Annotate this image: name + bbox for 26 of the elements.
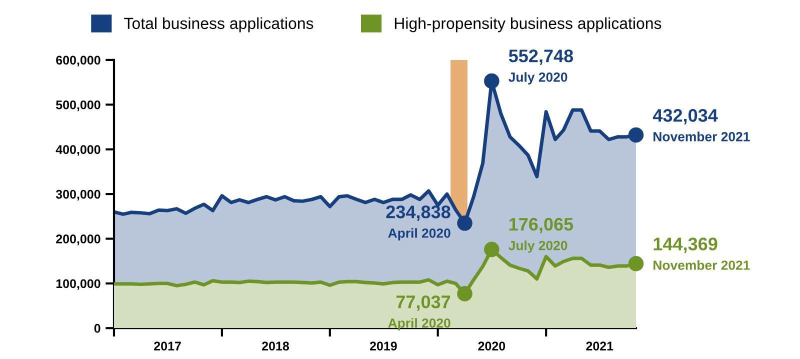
annotation: 77,037 April 2020: [388, 295, 450, 330]
legend-label: Total business applications: [124, 17, 314, 32]
x-tick-label: 2020: [478, 342, 506, 350]
point: [628, 127, 644, 143]
point: [484, 242, 500, 258]
annotation: 552,748 July 2020: [508, 50, 574, 84]
y-tick-label: 100,000: [56, 279, 100, 290]
point: [628, 256, 644, 272]
y-tick-label: 200,000: [56, 234, 100, 246]
y-tick-label: 600,000: [56, 56, 100, 66]
annotation: 234,838 April 2020: [386, 206, 450, 240]
x-tick-label: 2021: [586, 342, 614, 350]
point: [457, 216, 472, 231]
point: [484, 73, 500, 89]
annotation: 176,065 July 2020: [508, 218, 574, 253]
y-tick-label: 0: [94, 324, 100, 333]
legend-label: High-propensity business applications: [394, 17, 662, 32]
y-tick-label: 400,000: [56, 145, 100, 156]
point: [457, 286, 472, 302]
x-tick-label: 2017: [154, 342, 181, 350]
annotation: 144,369 November 2021: [654, 238, 750, 270]
x-tick-label: 2018: [262, 342, 289, 350]
y-tick-label: 300,000: [56, 190, 100, 201]
annotation: 432,034 November 2021: [652, 109, 750, 142]
y-tick-label: 500,000: [56, 100, 100, 112]
x-tick-label: 2019: [370, 342, 397, 350]
